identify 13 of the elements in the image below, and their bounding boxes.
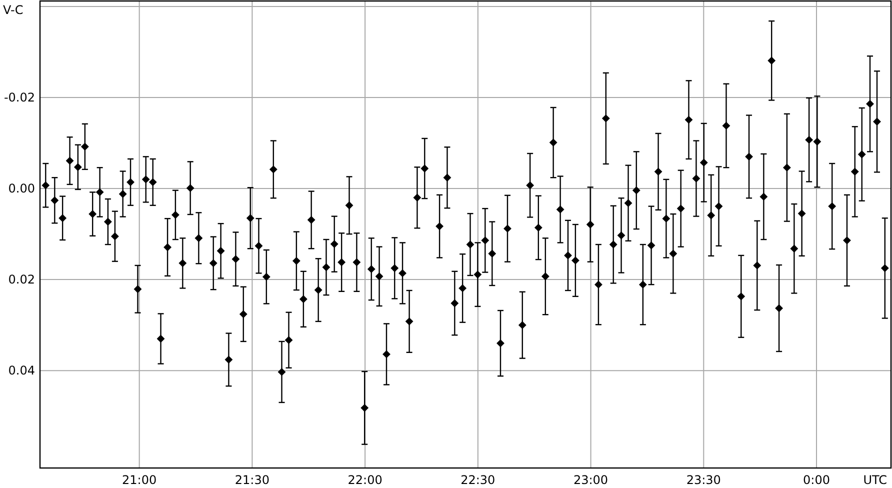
x-tick-label: 23:00 [573, 473, 608, 487]
x-axis-title: UTC [863, 473, 887, 487]
y-tick-label: -0.02 [4, 90, 35, 104]
x-tick-label: 23:30 [686, 473, 721, 487]
y-tick-label: 0.00 [8, 182, 35, 196]
y-tick-label: 0.04 [8, 364, 35, 378]
y-tick-label: 0.02 [8, 272, 35, 287]
x-tick-label: 22:00 [348, 473, 382, 487]
x-tick-label: 22:30 [460, 473, 496, 487]
x-tick-label: 21:30 [234, 473, 270, 487]
x-tick-label: 21:00 [122, 473, 157, 487]
x-tick-label: 0:00 [803, 473, 830, 487]
y-axis-title: V-C [3, 3, 24, 17]
